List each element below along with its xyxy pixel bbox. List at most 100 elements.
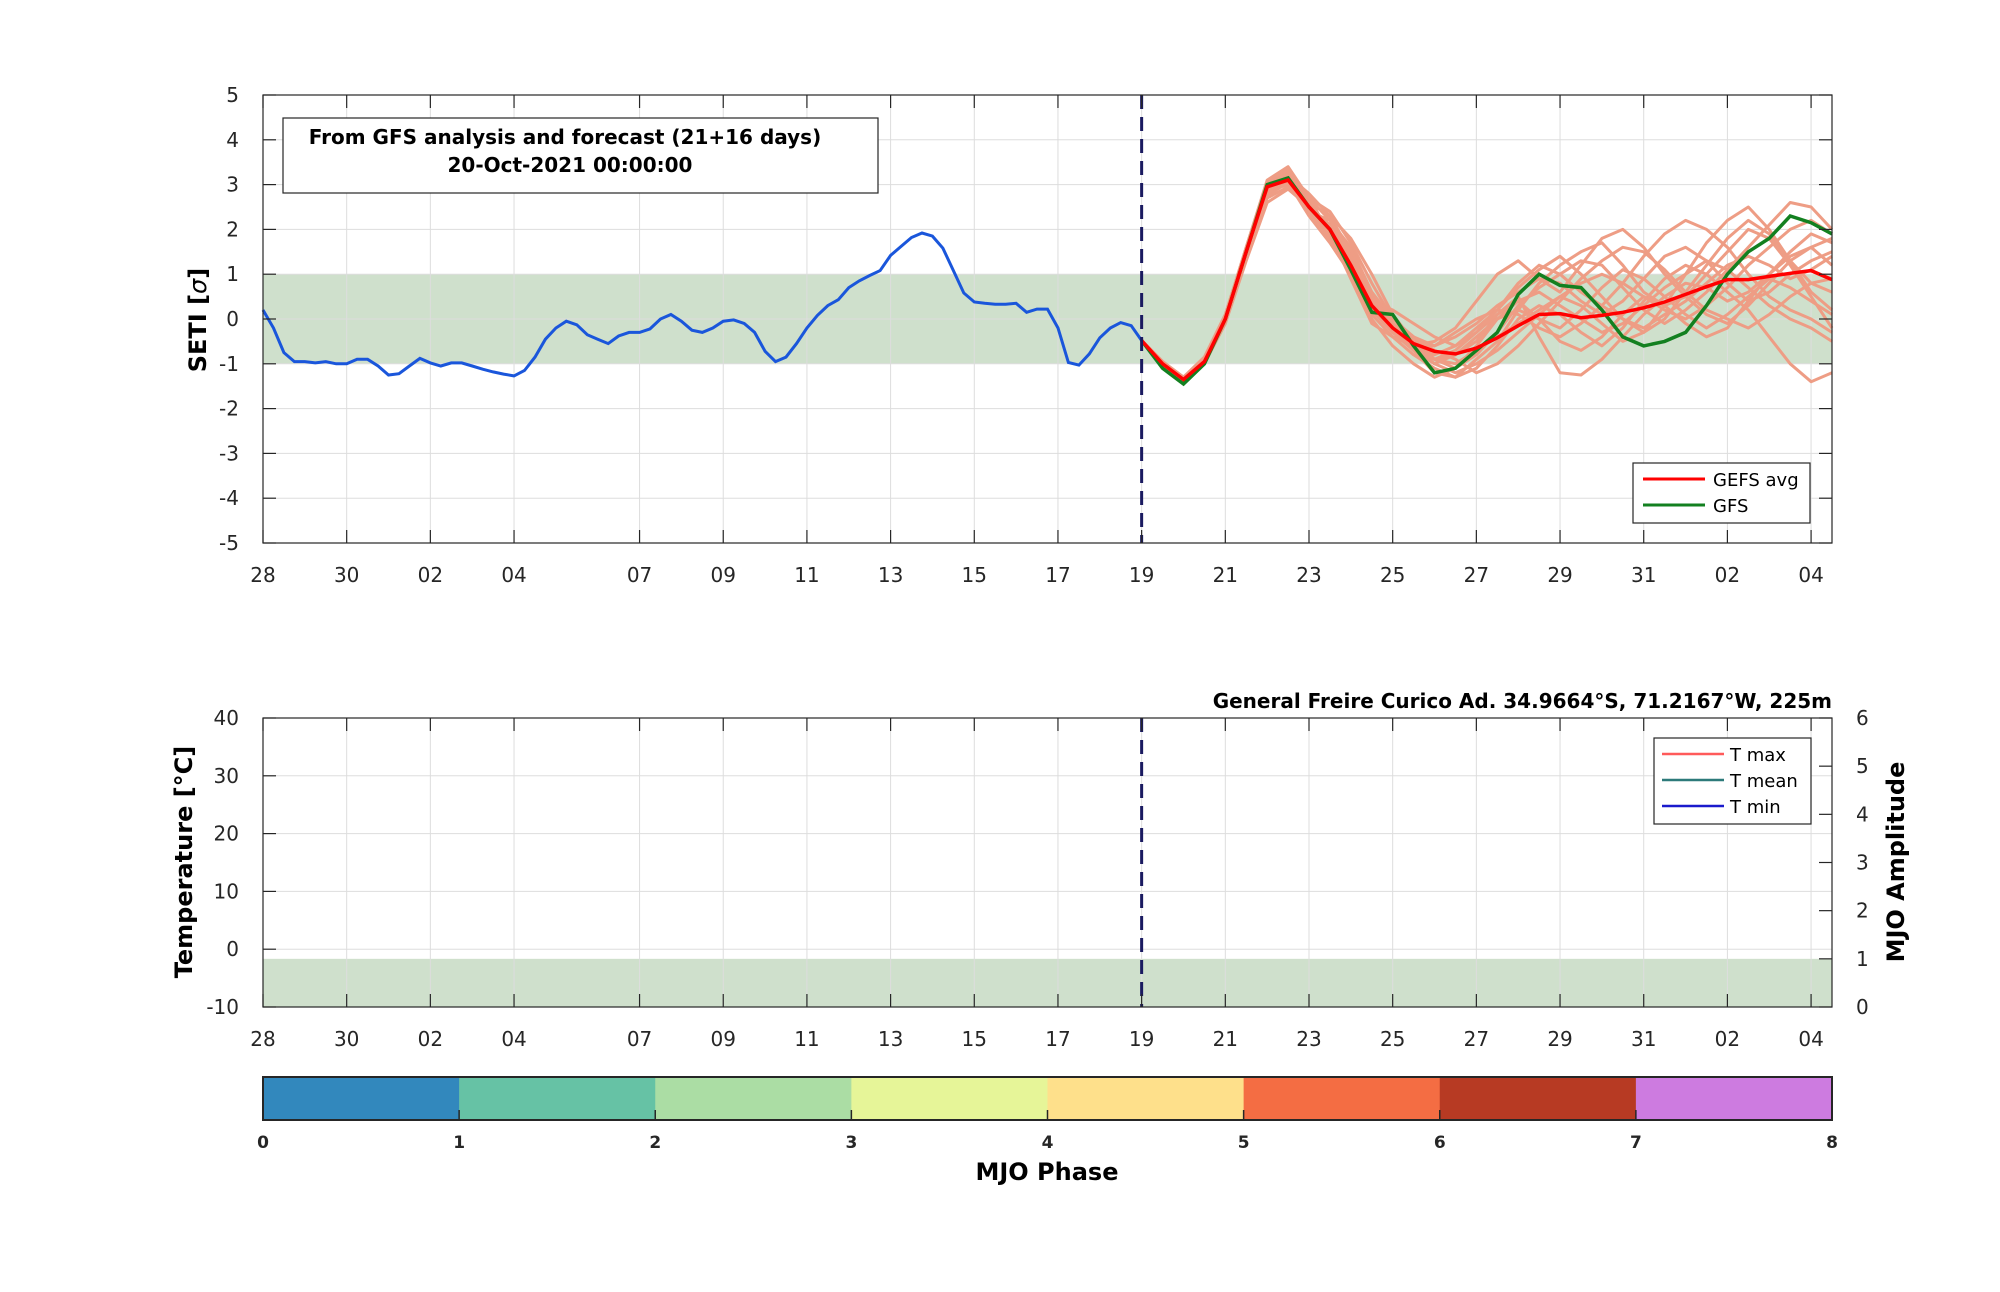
colorbar-segment xyxy=(851,1077,1048,1120)
seti-ytick-label: -5 xyxy=(219,531,239,555)
mjo-amplitude-axis-label: MJO Amplitude xyxy=(1882,762,1910,963)
seti-ytick-label: 0 xyxy=(226,307,239,331)
colorbar-segment xyxy=(1439,1077,1637,1120)
info-box-line1: From GFS analysis and forecast (21+16 da… xyxy=(309,125,821,149)
colorbar-segment xyxy=(263,1077,460,1120)
seti-y-axis-label: SETI [σ] xyxy=(184,268,212,373)
seti-xtick-label: 02 xyxy=(1715,563,1740,587)
station-title: General Freire Curico Ad. 34.9664°S, 71.… xyxy=(1213,689,1832,713)
colorbar-segment xyxy=(459,1077,656,1120)
temperature-ytick-label: 0 xyxy=(226,937,239,961)
temperature-ytick-label: 10 xyxy=(214,879,239,903)
colorbar-segment xyxy=(1047,1077,1245,1120)
temperature-xtick-label: 04 xyxy=(501,1027,526,1051)
mjo-amplitude-tick-labels: 6 5 4 3 2 1 0 xyxy=(1856,706,1869,1019)
temperature-xtick-label: 21 xyxy=(1213,1027,1238,1051)
seti-xtick-label: 11 xyxy=(794,563,819,587)
temperature-xtick-label: 09 xyxy=(711,1027,736,1051)
temperature-xtick-label: 02 xyxy=(418,1027,443,1051)
seti-xtick-label: 21 xyxy=(1213,563,1238,587)
legend-gefs-avg-label: GEFS avg xyxy=(1713,470,1799,491)
mjo-amplitude-band xyxy=(263,958,1832,1007)
temperature-xtick-label: 17 xyxy=(1045,1027,1070,1051)
seti-xtick-label: 27 xyxy=(1464,563,1489,587)
seti-xtick-label: 02 xyxy=(418,563,443,587)
mjo-amplitude-tick-label: 4 xyxy=(1856,802,1869,826)
colorbar-tick-label: 2 xyxy=(649,1133,661,1153)
seti-ytick-label: 5 xyxy=(226,83,239,107)
seti-xtick-label: 04 xyxy=(501,563,526,587)
mjo-amplitude-tick-label: 6 xyxy=(1856,706,1869,730)
colorbar-tick-label: 3 xyxy=(845,1133,857,1153)
colorbar-tick-label: 0 xyxy=(257,1133,269,1153)
colorbar-tick-label: 8 xyxy=(1826,1133,1838,1153)
temperature-x-tick-labels: 28 30 02 04 07 09 11 13 15 17 19 21 23 25 27 29 31 02 04 xyxy=(250,1027,1824,1051)
gefs-avg-line xyxy=(1140,178,1833,382)
seti-ticks xyxy=(262,94,1832,544)
seti-xtick-label: 09 xyxy=(711,563,736,587)
colorbar-tick-label: 1 xyxy=(453,1133,465,1153)
temperature-xtick-label: 29 xyxy=(1547,1027,1572,1051)
seti-x-tick-labels: 28 30 02 04 07 09 11 13 15 17 19 21 23 25 27 29 31 02 04 xyxy=(250,563,1824,587)
temperature-ytick-label: -10 xyxy=(206,995,239,1019)
temperature-ticks xyxy=(262,717,1832,1008)
seti-ytick-label: -2 xyxy=(219,397,239,421)
gfs-analysis-line xyxy=(261,231,1143,378)
temperature-xtick-label: 23 xyxy=(1296,1027,1321,1051)
mjo-amplitude-tick-label: 2 xyxy=(1856,899,1869,923)
colorbar-tick-label: 6 xyxy=(1434,1133,1446,1153)
temperature-xtick-label: 02 xyxy=(1715,1027,1740,1051)
colorbar-segment xyxy=(1243,1077,1441,1120)
seti-xtick-label: 19 xyxy=(1129,563,1154,587)
colorbar-segment xyxy=(655,1077,852,1120)
colorbar-ticks: 0 1 2 3 4 5 6 7 8 xyxy=(257,1110,1838,1153)
mjo-amplitude-tick-label: 5 xyxy=(1856,754,1869,778)
mjo-phase-colorbar: 0 1 2 3 4 5 6 7 8 MJO Phase xyxy=(257,1076,1838,1186)
seti-xtick-label: 15 xyxy=(962,563,987,587)
temperature-ytick-label: 30 xyxy=(214,764,239,788)
legend-gfs-label: GFS xyxy=(1713,496,1748,517)
seti-legend-frame xyxy=(1632,462,1811,524)
temperature-xtick-label: 27 xyxy=(1464,1027,1489,1051)
colorbar-tick-label: 5 xyxy=(1238,1133,1250,1153)
temperature-xtick-label: 13 xyxy=(878,1027,903,1051)
legend-tmin-label: T min xyxy=(1729,797,1781,818)
seti-y-tick-labels: 5 4 3 2 1 0 -1 -2 -3 -4 -5 xyxy=(219,83,239,555)
seti-ytick-label: 1 xyxy=(226,262,239,286)
colorbar-label: MJO Phase xyxy=(975,1158,1118,1186)
seti-xtick-label: 23 xyxy=(1296,563,1321,587)
seti-ytick-label: -1 xyxy=(219,352,239,376)
info-box-line2: 20-Oct-2021 00:00:00 xyxy=(448,153,693,177)
temperature-xtick-label: 07 xyxy=(627,1027,652,1051)
colorbar-segments xyxy=(263,1077,1833,1120)
temperature-ytick-label: 20 xyxy=(214,822,239,846)
seti-xtick-label: 07 xyxy=(627,563,652,587)
seti-xtick-label: 30 xyxy=(334,563,359,587)
temperature-xtick-label: 15 xyxy=(962,1027,987,1051)
colorbar-tick-label: 4 xyxy=(1042,1133,1054,1153)
temperature-xtick-label: 25 xyxy=(1380,1027,1405,1051)
mjo-amplitude-tick-label: 0 xyxy=(1856,995,1869,1019)
seti-xtick-label: 29 xyxy=(1547,563,1572,587)
temperature-xtick-label: 28 xyxy=(250,1027,275,1051)
mjo-amplitude-tick-label: 3 xyxy=(1856,851,1869,875)
temperature-y-axis-label: Temperature [°C] xyxy=(170,746,198,979)
legend-tmax-label: T max xyxy=(1729,745,1786,766)
seti-xtick-label: 25 xyxy=(1380,563,1405,587)
info-box: From GFS analysis and forecast (21+16 da… xyxy=(282,117,879,194)
temperature-xtick-label: 19 xyxy=(1129,1027,1154,1051)
seti-xtick-label: 17 xyxy=(1045,563,1070,587)
temperature-legend: T max T mean T min xyxy=(1653,737,1812,825)
temperature-grid xyxy=(262,717,1832,1008)
legend-tmean-label: T mean xyxy=(1729,771,1798,792)
temperature-xtick-label: 30 xyxy=(334,1027,359,1051)
colorbar-tick-label: 7 xyxy=(1630,1133,1642,1153)
info-box-frame xyxy=(282,117,879,194)
seti-xtick-label: 04 xyxy=(1798,563,1823,587)
temperature-xtick-label: 11 xyxy=(794,1027,819,1051)
colorbar-segment xyxy=(1635,1077,1833,1120)
seti-xtick-label: 28 xyxy=(250,563,275,587)
